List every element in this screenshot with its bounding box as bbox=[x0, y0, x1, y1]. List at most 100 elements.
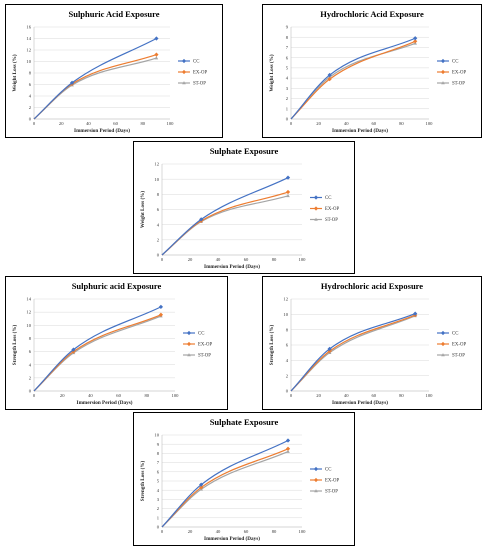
x-tick-label: 40 bbox=[216, 257, 221, 262]
data-point bbox=[199, 485, 204, 490]
data-point bbox=[285, 438, 291, 443]
data-point bbox=[440, 69, 446, 75]
y-tick-label: 5 bbox=[286, 65, 289, 70]
x-tick-label: 60 bbox=[372, 121, 377, 126]
x-tick-label: 0 bbox=[161, 529, 164, 534]
x-tick-label: 20 bbox=[316, 121, 321, 126]
data-point bbox=[413, 36, 418, 41]
y-axis-label: Weight Loss (%) bbox=[139, 191, 146, 228]
data-point bbox=[182, 81, 186, 85]
legend-label: CC bbox=[198, 332, 204, 337]
data-point bbox=[154, 36, 159, 41]
y-tick-label: 10 bbox=[26, 323, 31, 328]
chart-plot: 0 2 4 6 8 10 12 0 20 40 60 80 100 Immersion Period (D… bbox=[139, 162, 339, 270]
x-tick-label: 40 bbox=[344, 393, 349, 398]
y-tick-label: 1 bbox=[286, 106, 289, 111]
series-line bbox=[33, 54, 157, 120]
y-tick-label: 10 bbox=[26, 59, 31, 64]
y-tick-label: 8 bbox=[29, 71, 32, 76]
y-tick-label: 4 bbox=[29, 362, 32, 367]
data-point bbox=[181, 58, 187, 64]
x-tick-label: 100 bbox=[172, 393, 180, 398]
data-point bbox=[313, 477, 319, 483]
series-line bbox=[33, 37, 157, 120]
data-point bbox=[413, 311, 418, 316]
y-tick-label: 12 bbox=[26, 48, 31, 53]
chart-title: Hydrochloric Acid Exposure bbox=[320, 9, 424, 19]
x-tick-label: 0 bbox=[290, 393, 293, 398]
data-point bbox=[441, 353, 445, 357]
x-tick-label: 80 bbox=[141, 121, 146, 126]
x-tick-label: 100 bbox=[299, 529, 307, 534]
data-point bbox=[314, 217, 318, 221]
chart-plot: 0 2 4 6 8 10 12 14 0 20 40 60 80 100 Immersion Period … bbox=[11, 297, 212, 406]
chart-title: Hydrochloric acid Exposure bbox=[320, 281, 424, 291]
x-tick-label: 80 bbox=[272, 257, 277, 262]
legend-label: CC bbox=[452, 332, 458, 337]
x-axis-label: Immersion Period (Days) bbox=[77, 399, 133, 406]
y-axis-label: Weight Loss (%) bbox=[11, 54, 18, 91]
x-tick-label: 20 bbox=[188, 257, 193, 262]
y-tick-label: 12 bbox=[283, 297, 288, 302]
y-tick-label: 2 bbox=[286, 373, 289, 378]
y-axis-label: Weight Loss (%) bbox=[268, 54, 275, 91]
y-tick-label: 8 bbox=[286, 35, 289, 40]
legend-label: EX-OP bbox=[198, 343, 212, 348]
data-point bbox=[285, 446, 291, 451]
x-tick-label: 40 bbox=[86, 121, 91, 126]
legend-label: EX-OP bbox=[193, 71, 207, 76]
data-point bbox=[327, 72, 332, 78]
y-tick-label: 9 bbox=[157, 442, 160, 447]
x-tick-label: 60 bbox=[116, 393, 121, 398]
y-tick-label: 6 bbox=[157, 469, 160, 474]
series-line bbox=[161, 191, 289, 256]
x-tick-label: 60 bbox=[244, 529, 249, 534]
chart-title: Sulphuric acid Exposure bbox=[71, 281, 162, 291]
series-line bbox=[290, 313, 416, 392]
y-tick-label: 4 bbox=[286, 76, 289, 81]
x-tick-label: 100 bbox=[426, 121, 434, 126]
data-point bbox=[327, 346, 332, 351]
legend-label: EX-OP bbox=[325, 207, 339, 212]
data-point bbox=[187, 353, 191, 357]
data-point bbox=[314, 489, 318, 493]
y-tick-label: 8 bbox=[286, 327, 289, 332]
legend-label: CC bbox=[325, 196, 331, 201]
y-tick-label: 0 bbox=[286, 117, 289, 122]
x-tick-label: 20 bbox=[60, 393, 65, 398]
series-line bbox=[161, 448, 289, 528]
series-line bbox=[290, 314, 416, 392]
y-tick-label: 0 bbox=[29, 117, 32, 122]
y-tick-label: 1 bbox=[157, 515, 160, 520]
y-tick-label: 14 bbox=[26, 36, 31, 41]
data-point bbox=[440, 341, 446, 347]
y-tick-label: 7 bbox=[286, 45, 289, 50]
x-tick-label: 20 bbox=[59, 121, 64, 126]
y-tick-label: 3 bbox=[157, 497, 160, 502]
data-point bbox=[413, 39, 418, 44]
y-tick-label: 6 bbox=[29, 349, 32, 354]
data-point bbox=[154, 56, 159, 60]
y-axis-label: Strength Loss (%) bbox=[268, 324, 275, 365]
data-point bbox=[286, 193, 290, 198]
data-point bbox=[313, 195, 319, 200]
series-line bbox=[161, 451, 289, 528]
y-tick-label: 0 bbox=[29, 389, 32, 394]
x-tick-label: 80 bbox=[399, 121, 404, 126]
legend-label: ST-OP bbox=[193, 82, 206, 87]
y-axis-label: Strength Loss (%) bbox=[139, 460, 146, 501]
chart-plot: 0 2 4 6 8 10 12 14 16 0 20 40 60 80 100 Immersion Perio… bbox=[11, 25, 207, 134]
legend-label: EX-OP bbox=[325, 479, 339, 484]
y-tick-label: 4 bbox=[286, 358, 289, 363]
x-tick-label: 60 bbox=[372, 393, 377, 398]
x-axis-label: Immersion Period (Days) bbox=[74, 127, 130, 134]
legend-label: CC bbox=[193, 60, 199, 65]
x-tick-label: 40 bbox=[88, 393, 93, 398]
data-point bbox=[154, 52, 159, 57]
y-tick-label: 2 bbox=[157, 506, 160, 511]
series-line bbox=[33, 57, 157, 120]
y-tick-label: 6 bbox=[29, 82, 32, 87]
legend-label: ST-OP bbox=[452, 82, 465, 87]
x-tick-label: 60 bbox=[244, 257, 249, 262]
y-tick-label: 0 bbox=[157, 525, 160, 530]
